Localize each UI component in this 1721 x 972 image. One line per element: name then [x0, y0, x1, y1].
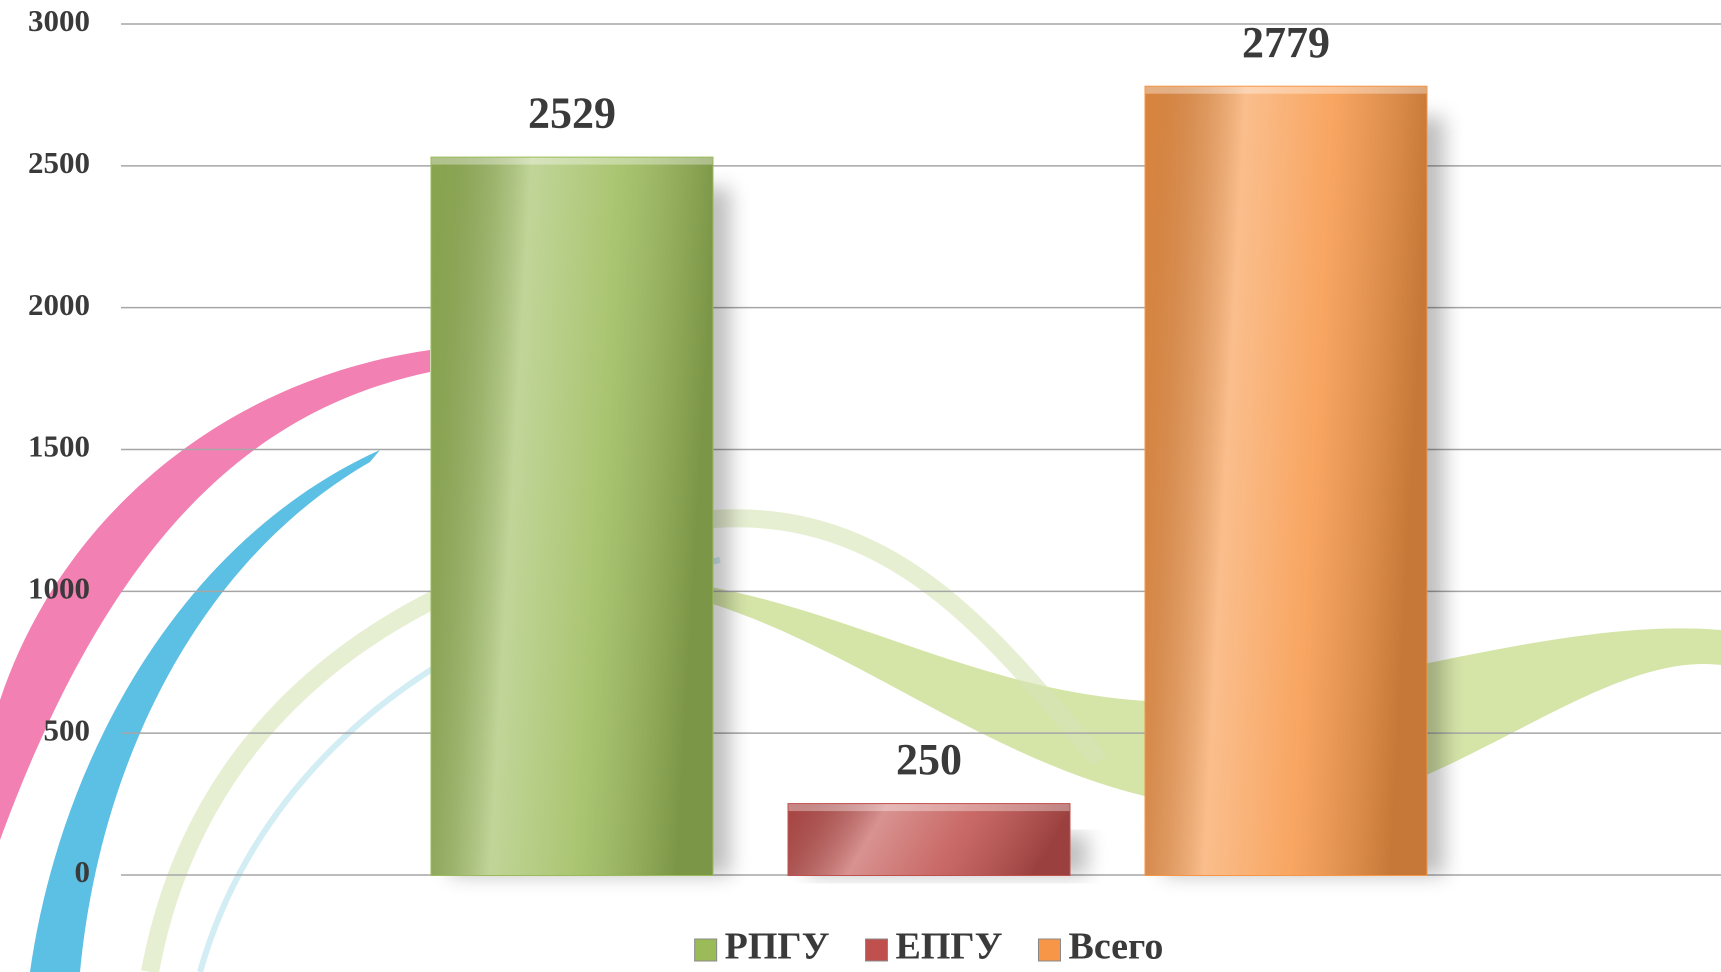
y-tick-label: 0 [75, 854, 91, 889]
plot-area: 0 500 1000 1500 2000 2500 3000 2529 250 2779 РПГУ Е… [28, 3, 1721, 968]
y-tick-label: 500 [44, 712, 91, 747]
bar-highlight [788, 804, 1070, 875]
data-label: 2779 [1242, 18, 1330, 67]
y-tick-label: 2000 [28, 287, 90, 322]
y-tick-label: 3000 [28, 3, 90, 38]
data-label: 250 [896, 735, 962, 784]
legend-marker [694, 938, 718, 962]
bar-top-edge [788, 804, 1070, 812]
y-tick-label: 2500 [28, 145, 90, 180]
legend-label: Всего [1068, 926, 1163, 968]
legend-marker [865, 938, 889, 962]
bar-highlight [431, 157, 713, 875]
bar-top-edge [431, 157, 713, 165]
legend: РПГУ ЕПГУ Всего [694, 926, 1163, 968]
legend-label: ЕПГУ [896, 926, 1003, 968]
legend-marker [1037, 938, 1061, 962]
data-label: 2529 [528, 89, 616, 138]
y-tick-label: 1000 [28, 570, 90, 605]
bar-highlight [1145, 86, 1427, 876]
y-tick-label: 1500 [28, 429, 90, 464]
bar-top-edge [1145, 86, 1427, 94]
legend-label: РПГУ [725, 926, 830, 968]
background-decoration [0, 350, 1721, 972]
